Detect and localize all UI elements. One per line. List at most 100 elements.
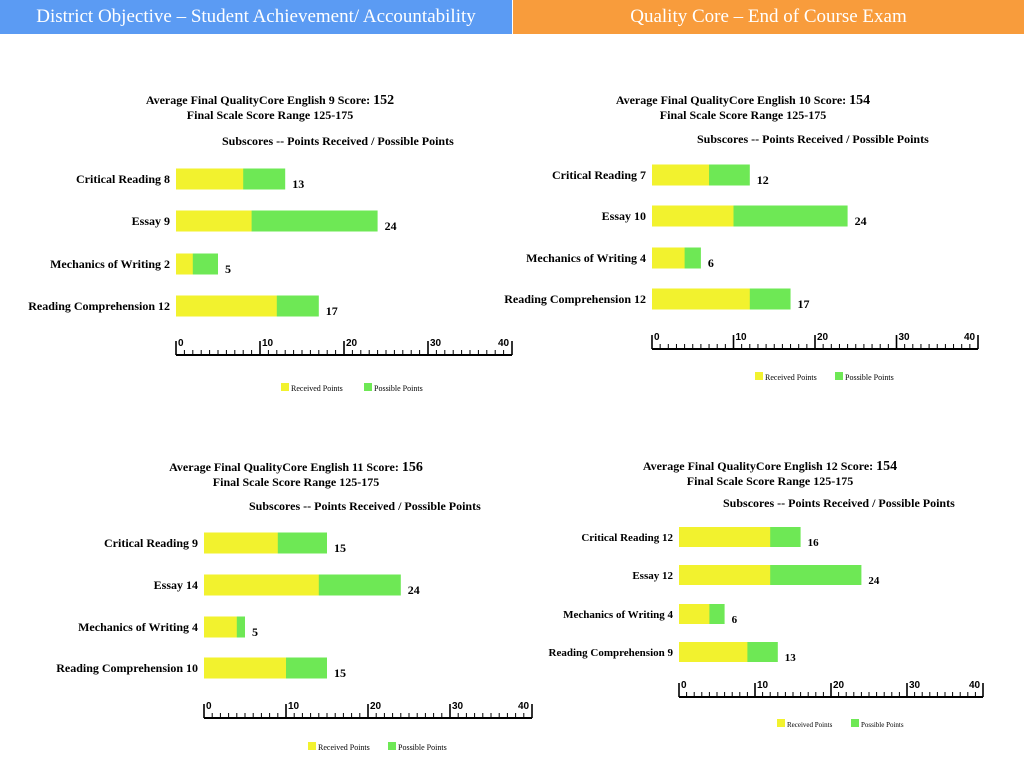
legend-possible-swatch <box>388 742 396 750</box>
chart-range: Final Scale Score Range 125-175 <box>659 108 827 122</box>
category-label: Critical Reading 9 <box>104 536 198 550</box>
chart-title-text: Average Final QualityCore English 11 Sco… <box>169 460 399 474</box>
header-left-title: District Objective – Student Achievement… <box>0 0 512 34</box>
value-label: 24 <box>408 583 420 597</box>
legend-possible-swatch <box>364 383 372 391</box>
x-tick-label: 30 <box>430 338 442 349</box>
x-tick-label: 40 <box>964 332 976 343</box>
chart-title: Average Final QualityCore English 10 Sco… <box>593 93 893 123</box>
value-label: 6 <box>708 256 714 270</box>
legend-received-swatch <box>777 719 785 727</box>
value-label: 5 <box>225 262 231 276</box>
chart-range: Final Scale Score Range 125-175 <box>186 108 354 122</box>
category-label: Essay 14 <box>154 578 198 592</box>
received-points-bar <box>679 527 771 547</box>
chart-score: 154 <box>849 93 871 108</box>
category-label: Essay 12 <box>632 570 673 582</box>
x-tick-label: 0 <box>206 701 212 712</box>
legend-received-swatch <box>308 742 316 750</box>
chart-subtitle: Subscores -- Points Received / Possible … <box>249 499 481 513</box>
category-label: Critical Reading 8 <box>76 172 170 186</box>
x-tick-label: 0 <box>654 332 660 343</box>
bar-chart: Critical Reading 9 15 Essay 14 24 Mechanics … <box>56 532 533 752</box>
value-label: 24 <box>868 575 880 587</box>
chart-title-text: Average Final QualityCore English 10 Sco… <box>615 93 847 107</box>
x-tick-label: 30 <box>899 332 911 343</box>
chart-range: Final Scale Score Range 125-175 <box>212 475 380 489</box>
chart-score: 154 <box>876 459 898 474</box>
category-label: Mechanics of Writing 4 <box>526 251 646 265</box>
category-label: Mechanics of Writing 4 <box>563 609 673 621</box>
x-tick-label: 10 <box>736 332 748 343</box>
received-points-bar <box>679 642 748 662</box>
value-label: 24 <box>385 219 397 233</box>
category-label: Reading Comprehension 9 <box>549 647 674 659</box>
legend-label: Received Points <box>318 743 370 752</box>
x-tick-label: 10 <box>757 680 769 691</box>
bar-chart: Critical Reading 8 13 Essay 9 24 Mechanics o… <box>28 168 513 393</box>
received-points-bar <box>204 532 278 554</box>
value-label: 17 <box>798 297 810 311</box>
category-label: Mechanics of Writing 2 <box>50 257 170 271</box>
legend-possible-swatch <box>835 372 843 380</box>
legend-received-swatch <box>281 383 289 391</box>
category-label: Reading Comprehension 12 <box>504 292 646 306</box>
bar-chart: Critical Reading 7 12 Essay 10 24 Mechanics … <box>504 164 979 382</box>
chart-title-text: Average Final QualityCore English 9 Scor… <box>145 93 371 107</box>
legend-label: Possible Points <box>374 384 423 393</box>
chart-subtitle: Subscores -- Points Received / Possible … <box>697 132 929 146</box>
x-tick-label: 20 <box>817 332 829 343</box>
category-label: Reading Comprehension 12 <box>28 299 170 313</box>
category-label: Reading Comprehension 10 <box>56 661 198 675</box>
legend-possible-swatch <box>851 719 859 727</box>
x-tick-label: 10 <box>262 338 274 349</box>
legend-label: Possible Points <box>861 721 904 729</box>
legend-label: Received Points <box>787 721 833 729</box>
x-tick-label: 30 <box>909 680 921 691</box>
received-points-bar <box>176 168 244 190</box>
chart-range: Final Scale Score Range 125-175 <box>686 474 854 488</box>
chart-title: Average Final QualityCore English 12 Sco… <box>620 459 920 489</box>
received-points-bar <box>204 574 319 596</box>
category-label: Critical Reading 7 <box>552 168 646 182</box>
chart-title: Average Final QualityCore English 11 Sco… <box>146 460 446 490</box>
chart-title: Average Final QualityCore English 9 Scor… <box>120 93 420 123</box>
legend-label: Received Points <box>291 384 343 393</box>
received-points-bar <box>176 210 252 232</box>
chart-panel-english-11: Average Final QualityCore English 11 Sco… <box>56 460 533 752</box>
legend-received-swatch <box>755 372 763 380</box>
chart-panel-english-10: Average Final QualityCore English 10 Sco… <box>504 93 979 382</box>
legend-label: Possible Points <box>398 743 447 752</box>
received-points-bar <box>652 247 685 269</box>
category-label: Essay 10 <box>602 209 646 223</box>
received-points-bar <box>652 288 750 310</box>
chart-score: 156 <box>401 460 423 475</box>
value-label: 17 <box>326 304 338 318</box>
value-label: 15 <box>334 666 346 680</box>
x-tick-label: 40 <box>518 701 530 712</box>
value-label: 16 <box>808 537 820 549</box>
x-tick-label: 20 <box>346 338 358 349</box>
value-label: 13 <box>292 177 304 191</box>
value-label: 12 <box>757 173 769 187</box>
x-tick-label: 40 <box>498 338 510 349</box>
value-label: 24 <box>855 214 867 228</box>
header-right-title: Quality Core – End of Course Exam <box>513 0 1024 34</box>
value-label: 15 <box>334 541 346 555</box>
received-points-bar <box>176 295 277 317</box>
received-points-bar <box>652 205 734 227</box>
x-tick-label: 0 <box>178 338 184 349</box>
category-label: Mechanics of Writing 4 <box>78 620 198 634</box>
chart-score: 152 <box>373 93 395 108</box>
received-points-bar <box>204 616 237 638</box>
received-points-bar <box>679 565 771 585</box>
legend-label: Received Points <box>765 373 817 382</box>
chart-panel-english-9: Average Final QualityCore English 9 Scor… <box>0 0 520 400</box>
chart-title-text: Average Final QualityCore English 12 Sco… <box>642 459 874 473</box>
value-label: 6 <box>732 614 738 626</box>
chart-subtitle: Subscores -- Points Received / Possible … <box>723 496 955 510</box>
value-label: 13 <box>785 652 797 664</box>
legend-label: Possible Points <box>845 373 894 382</box>
